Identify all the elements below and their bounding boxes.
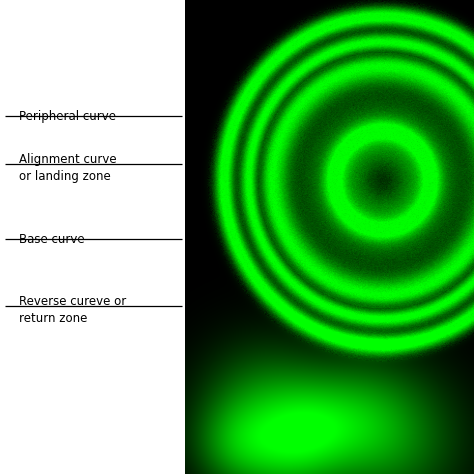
Text: Alignment curve
or landing zone: Alignment curve or landing zone [19, 153, 117, 183]
Text: Peripheral curve: Peripheral curve [19, 109, 116, 123]
Text: Reverse cureve or
return zone: Reverse cureve or return zone [19, 295, 126, 326]
Text: Base curve: Base curve [19, 233, 84, 246]
